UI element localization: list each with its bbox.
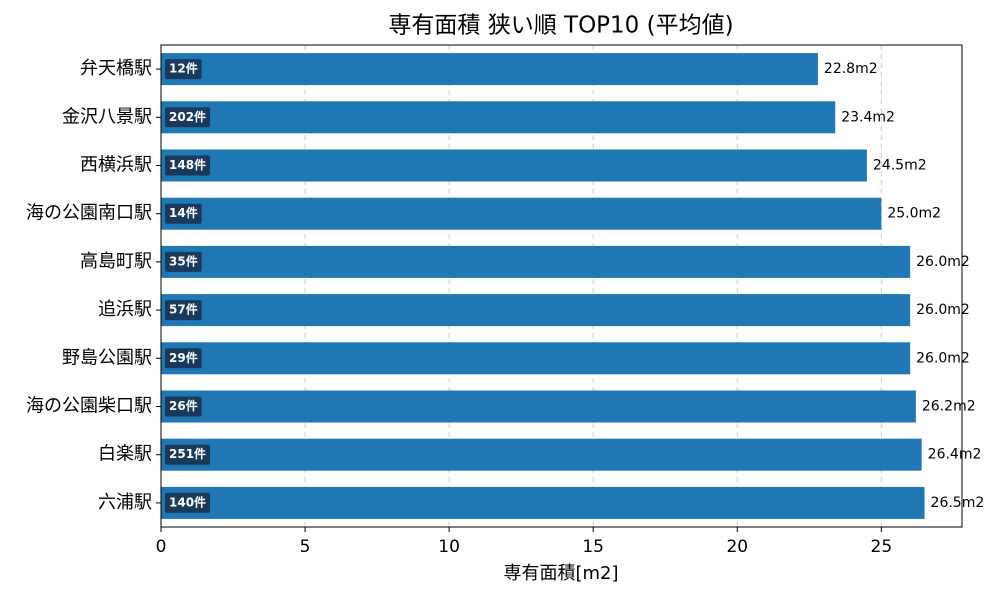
count-badge: 12件 (165, 59, 202, 80)
x-tick-label: 15 (582, 537, 604, 557)
x-tick-label: 20 (726, 537, 748, 557)
y-tick-label: 海の公園柴口駅 (26, 396, 152, 417)
count-badge-box (165, 59, 202, 80)
y-tick-label: 白楽駅 (98, 444, 152, 465)
count-label: 148件 (169, 157, 206, 172)
value-label: 23.4m2 (841, 109, 895, 125)
bar (161, 438, 922, 471)
count-badge: 26件 (165, 396, 202, 417)
value-label: 26.2m2 (922, 399, 976, 415)
count-badge-box (165, 300, 202, 321)
count-label: 57件 (169, 302, 198, 317)
y-tick-label: 弁天橋駅 (80, 58, 152, 79)
count-badge: 251件 (165, 444, 211, 465)
count-label: 14件 (169, 205, 198, 220)
count-badge: 35件 (165, 251, 202, 272)
y-tick-label: 野島公園駅 (62, 347, 152, 368)
y-tick-label: 追浜駅 (98, 299, 152, 320)
bar (161, 245, 911, 278)
bar (161, 294, 911, 327)
y-tick-label: 海の公園南口駅 (26, 203, 152, 224)
count-badge-box (165, 396, 202, 417)
count-label: 140件 (169, 494, 206, 509)
y-tick-label: 西横浜駅 (80, 155, 152, 176)
bar (161, 101, 836, 134)
bar (161, 342, 911, 375)
value-label: 26.0m2 (916, 302, 970, 318)
bar (161, 486, 925, 519)
count-badge: 29件 (165, 348, 202, 369)
count-label: 12件 (169, 61, 198, 76)
value-label: 22.8m2 (824, 61, 878, 77)
x-tick-label: 25 (871, 537, 893, 557)
plot-frame (160, 44, 963, 528)
count-label: 202件 (169, 109, 206, 124)
chart-title: 専有面積 狭い順 TOP10 (平均値) (388, 13, 733, 39)
count-badge-box (165, 203, 202, 224)
count-badge: 14件 (165, 203, 202, 224)
value-label: 26.4m2 (928, 447, 982, 463)
count-badge-box (165, 251, 202, 272)
count-badge-box (165, 492, 211, 513)
y-tick-label: 金沢八景駅 (62, 106, 152, 127)
count-badge: 202件 (165, 107, 211, 128)
count-badge-box (165, 107, 211, 128)
value-label: 26.0m2 (916, 254, 970, 270)
count-label: 35件 (169, 253, 198, 268)
x-tick-label: 5 (300, 537, 311, 557)
count-label: 251件 (169, 446, 206, 461)
count-badge: 57件 (165, 300, 202, 321)
count-label: 26件 (169, 398, 198, 413)
count-badge: 148件 (165, 155, 211, 176)
x-tick-label: 10 (438, 537, 460, 557)
bar (161, 149, 867, 182)
bar (161, 390, 916, 423)
value-label: 24.5m2 (873, 158, 927, 174)
value-label: 25.0m2 (887, 206, 941, 222)
count-badge-box (165, 444, 211, 465)
y-tick-label: 六浦駅 (98, 492, 152, 513)
count-label: 29件 (169, 350, 198, 365)
value-label: 26.5m2 (931, 495, 985, 511)
count-badge-box (165, 155, 211, 176)
x-axis-label: 専有面積[m2] (503, 563, 618, 584)
bar (161, 197, 882, 230)
value-label: 26.0m2 (916, 350, 970, 366)
y-tick-label: 高島町駅 (80, 251, 152, 272)
bar (161, 53, 818, 86)
count-badge: 140件 (165, 492, 211, 513)
x-tick-label: 0 (156, 537, 167, 557)
count-badge-box (165, 348, 202, 369)
